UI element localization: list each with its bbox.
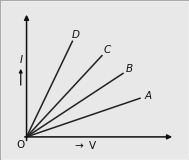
Text: I: I bbox=[19, 55, 22, 64]
Text: B: B bbox=[126, 64, 133, 74]
Text: A: A bbox=[144, 91, 151, 101]
Text: $\rightarrow$ V: $\rightarrow$ V bbox=[72, 139, 97, 151]
Text: D: D bbox=[72, 30, 80, 40]
Text: C: C bbox=[103, 45, 111, 55]
Text: O: O bbox=[17, 140, 25, 150]
